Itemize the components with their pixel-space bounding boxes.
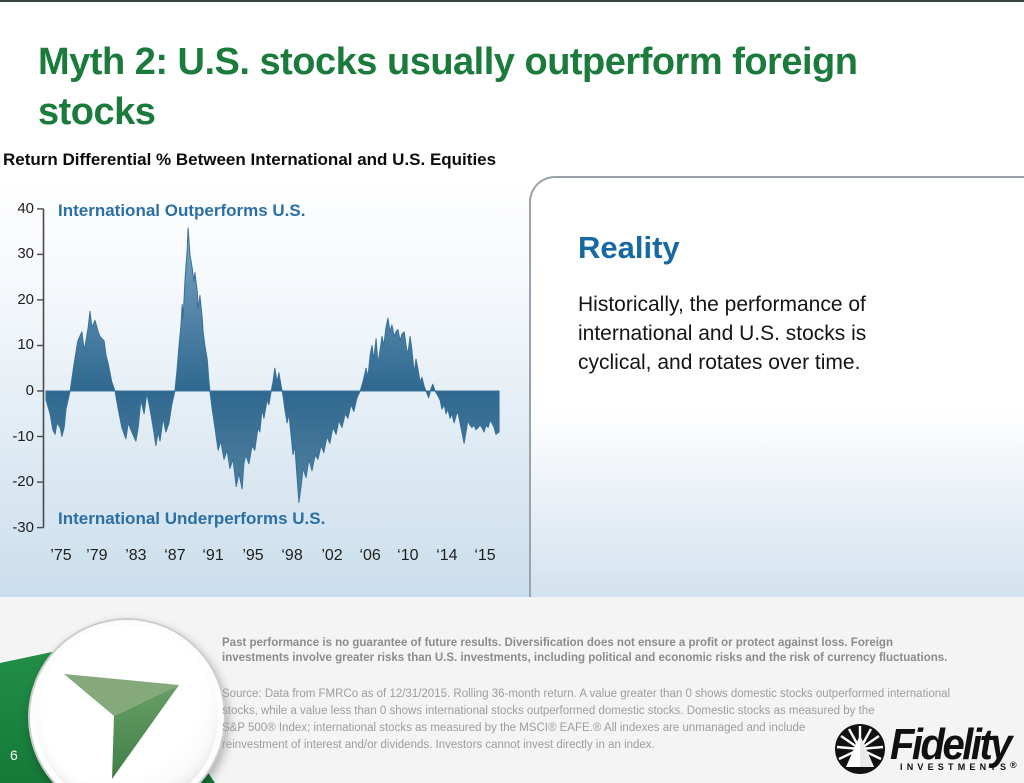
y-tick-label: 10 [17, 336, 34, 354]
y-tick-label: 0 [25, 382, 34, 399]
page-number: 6 [10, 747, 18, 763]
x-tick-label: ‘87 [164, 547, 186, 564]
slide-title: Myth 2: U.S. stocks usually outperform f… [38, 41, 858, 134]
y-tick-label: -20 [12, 473, 34, 491]
fidelity-wordmark-block: Fidelity® INVESTMENTS [890, 721, 1017, 772]
fidelity-investments-label: INVESTMENTS [900, 762, 1011, 772]
y-tick-label: 20 [17, 290, 34, 308]
area-series [45, 227, 500, 503]
differential-area-chart [37, 208, 500, 529]
chart-title: Return Differential % Between Internatio… [3, 150, 497, 169]
disclaimer-text: Past performance is no guarantee of futu… [222, 637, 948, 664]
annotation-international-outperforms: International Outperforms U.S. [58, 201, 306, 220]
green-arrow-logo-icon [64, 674, 179, 779]
registered-mark: ® [1010, 760, 1017, 770]
x-tick-label: ’75 [50, 547, 72, 564]
reality-body: Historically, the performance of interna… [578, 293, 867, 374]
y-tick-label: 40 [17, 199, 34, 217]
fidelity-wordmark: Fidelity [890, 721, 1013, 769]
annotation-international-underperforms: International Underperforms U.S. [58, 509, 326, 528]
x-tick-label: ’79 [86, 547, 108, 564]
x-tick-label: ‘10 [397, 547, 419, 564]
x-tick-label: ‘06 [359, 547, 381, 564]
x-tick-label: ‘91 [202, 547, 224, 564]
x-tick-label: ’02 [321, 547, 343, 564]
y-tick-label: -10 [12, 427, 34, 445]
y-tick-label: -30 [12, 518, 34, 536]
x-tick-label: ‘14 [436, 547, 458, 564]
fidelity-pyramid-icon [835, 724, 885, 774]
logo-circle-badge [28, 618, 226, 783]
source-text: Source: Data from FMRCo as of 12/31/2015… [222, 688, 951, 751]
x-tick-label: ’83 [125, 547, 147, 564]
x-tick-label: ’95 [242, 547, 264, 564]
y-tick-label: 30 [17, 245, 34, 263]
footer: 6 Past performance is no guarantee of fu… [0, 597, 1024, 783]
x-tick-label: ‘15 [474, 547, 496, 564]
top-edge-bar [0, 0, 1024, 2]
reality-heading: Reality [578, 230, 680, 265]
fidelity-logo: Fidelity® INVESTMENTS [834, 723, 1017, 775]
reality-panel: Reality Historically, the performance of… [529, 176, 1024, 597]
x-tick-label: ‘98 [281, 547, 303, 564]
